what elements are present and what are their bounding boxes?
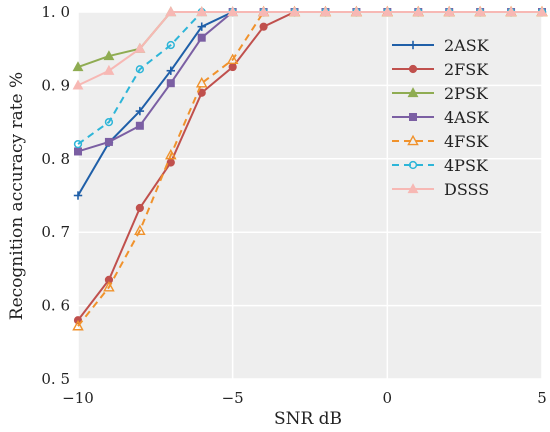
data-point-dsss-13: [474, 6, 486, 17]
legend-item-4psk: 4PSK: [392, 156, 489, 175]
legend-item-4fsk: 4FSK: [392, 132, 489, 151]
data-point-dsss-14: [505, 6, 517, 17]
legend-item-4ask: 4ASK: [392, 108, 490, 127]
legend-item-2psk: 2PSK: [392, 84, 489, 103]
data-point-dsss-10: [381, 6, 393, 17]
y-axis-label: Recognition accuracy rate %: [7, 72, 27, 320]
x-tick-label-3: 5: [537, 389, 547, 407]
legend-label-4fsk: 4FSK: [444, 132, 489, 151]
data-point-2fsk-3: [166, 158, 175, 167]
data-point-4ask-3: [166, 79, 175, 88]
y-tick-label-3: 0. 8: [41, 150, 70, 168]
x-axis-label: SNR dB: [274, 409, 342, 429]
series-dsss: [72, 6, 548, 90]
legend-label-2fsk: 2FSK: [444, 60, 489, 79]
data-point-4fsk-0: [72, 319, 84, 331]
legend-marker-2ask: [408, 40, 418, 50]
data-point-4ask-2: [135, 121, 144, 130]
data-point-2fsk-5: [228, 62, 237, 72]
data-point-4psk-2: [135, 65, 145, 74]
series-line-dsss: [77, 11, 542, 87]
x-tick-label-2: 0: [383, 389, 393, 407]
legend-label-4psk: 4PSK: [444, 156, 489, 175]
data-point-dsss-7: [289, 6, 300, 17]
data-point-dsss-5: [227, 6, 239, 17]
data-point-4fsk-2: [134, 224, 146, 236]
legend-label-2psk: 2PSK: [444, 84, 489, 103]
data-point-2ask-4: [197, 22, 206, 31]
x-tick-label-0: −10: [62, 389, 94, 407]
legend-marker-4psk: [408, 160, 418, 170]
data-point-2ask-0: [73, 191, 83, 200]
data-point-dsss-2: [134, 42, 146, 53]
data-point-dsss-12: [443, 6, 455, 17]
x-tick-label-1: −5: [222, 389, 244, 407]
y-tick-label-4: 0. 9: [41, 76, 70, 94]
data-point-2fsk-2: [135, 203, 144, 213]
data-point-4ask-4: [197, 33, 206, 42]
series-layer: [72, 5, 548, 331]
legend-marker-4ask: [409, 113, 417, 121]
data-point-4psk-1: [104, 117, 114, 127]
legend-marker-4fsk: [407, 134, 419, 146]
data-point-2ask-3: [166, 66, 175, 75]
legend-marker-dsss: [407, 183, 419, 194]
data-point-4ask-1: [104, 137, 113, 146]
tick-layer: 0. 5 0. 6 0. 7 0. 8 0. 9 1. 0 −10 −5 0 5: [41, 3, 546, 407]
data-point-dsss-1: [103, 64, 115, 75]
legend-item-2ask: 2ASK: [392, 36, 490, 55]
legend-item-2fsk: 2FSK: [392, 60, 489, 79]
data-point-dsss-11: [412, 6, 424, 17]
legend-label-dsss: DSSS: [444, 180, 489, 199]
y-tick-label-1: 0. 6: [41, 297, 70, 315]
plot-background: [78, 12, 542, 379]
data-point-4psk-0: [73, 139, 83, 149]
y-tick-label-0: 0. 5: [41, 370, 70, 388]
data-point-2psk-0: [72, 61, 84, 72]
legend-item-dsss: DSSS: [392, 180, 489, 199]
data-point-4fsk-4: [195, 76, 208, 88]
data-point-4fsk-1: [103, 280, 115, 292]
data-point-2fsk-6: [259, 22, 268, 31]
data-point-4psk-3: [166, 40, 175, 50]
legend-label-4ask: 4ASK: [444, 108, 490, 127]
data-point-dsss-8: [320, 6, 331, 17]
data-point-4fsk-3: [165, 148, 177, 160]
legend-marker-2psk: [407, 87, 419, 98]
legend: 2ASK 2FSK 2PSK 4ASK 4FSK 4PSK DSSS: [392, 36, 490, 199]
data-point-2ask-2: [135, 106, 145, 116]
legend-label-2ask: 2ASK: [444, 36, 490, 55]
y-tick-label-2: 0. 7: [41, 223, 70, 241]
y-tick-label-5: 1. 0: [41, 3, 70, 21]
data-point-dsss-4: [196, 6, 208, 17]
data-point-2fsk-4: [197, 88, 206, 97]
data-point-dsss-15: [536, 6, 548, 17]
data-point-dsss-3: [165, 6, 177, 17]
data-point-4fsk-5: [226, 53, 239, 65]
data-point-dsss-0: [72, 79, 84, 90]
data-point-dsss-6: [258, 6, 270, 17]
data-point-2psk-1: [103, 50, 115, 61]
data-point-dsss-9: [350, 6, 362, 17]
data-point-4ask-0: [74, 147, 82, 156]
legend-marker-2fsk: [408, 64, 418, 74]
